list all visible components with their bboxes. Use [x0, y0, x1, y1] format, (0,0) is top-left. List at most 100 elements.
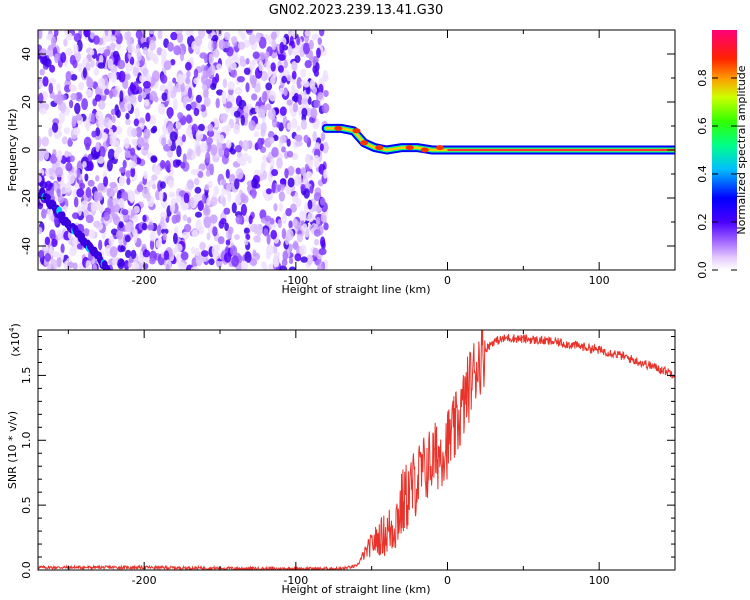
x-tick-label: 0	[444, 274, 451, 287]
spectrogram-cell	[270, 31, 277, 40]
spectrogram-cell	[110, 108, 116, 116]
spectrogram-cell	[43, 149, 50, 160]
spectrogram-cell	[190, 266, 199, 270]
spectrogram-cell	[56, 188, 61, 198]
spectrogram-cell	[314, 238, 319, 246]
spectrogram-cell	[294, 253, 302, 262]
spectrogram-cell	[261, 160, 267, 169]
spectrogram-cell	[300, 119, 307, 130]
spectrogram-cell	[42, 76, 49, 87]
spectrogram-cell	[91, 112, 96, 125]
spectrogram-cell	[143, 171, 148, 180]
spectrogram-cell	[143, 142, 150, 151]
spectrogram-cell	[39, 107, 48, 115]
snr-y-label: SNR (10 * v/v)	[6, 411, 19, 489]
spectrogram-cell	[123, 95, 130, 103]
spectrogram-cell	[157, 224, 162, 236]
spectrogram-cell	[308, 39, 314, 50]
spectrogram-cell	[190, 169, 199, 176]
spectrogram-cell	[234, 195, 242, 205]
spectrogram-cell	[107, 119, 113, 129]
spectrogram-cell	[88, 160, 94, 172]
spectrogram-cell	[297, 94, 303, 106]
spectrogram-cell	[63, 38, 68, 47]
spectrogram-cell	[134, 107, 140, 119]
spectrogram-cell	[133, 118, 140, 127]
spectrogram-cell	[249, 59, 255, 70]
spectrogram-cell	[73, 196, 79, 208]
snr-line	[38, 330, 675, 570]
spectrogram-cell	[130, 166, 136, 178]
spectrogram-cell	[124, 101, 132, 112]
spectrogram-cell	[234, 234, 240, 240]
spectrogram-cell	[262, 170, 268, 180]
spectrogram-cell	[103, 211, 110, 222]
spectrogram-cell	[319, 30, 325, 37]
spectrogram-cell	[281, 75, 287, 84]
spectrogram-cell	[53, 182, 58, 191]
spectrogram-cell	[225, 139, 232, 149]
spectrogram-cell	[151, 183, 157, 190]
spectrogram-cell	[141, 243, 147, 250]
spectrogram-cell	[38, 30, 43, 40]
spectrogram-cell	[51, 238, 58, 248]
spectrogram-cell	[185, 30, 192, 37]
spectrogram-cell	[119, 167, 126, 173]
spectrogram-cell	[96, 192, 103, 201]
spectrogram-cell	[121, 209, 129, 216]
spectrogram-cell	[175, 214, 181, 223]
spectrogram-cell	[271, 117, 278, 128]
spectrogram-cell	[83, 30, 91, 38]
spectrogram-cell	[102, 132, 108, 142]
y-tick-label: 20	[20, 95, 33, 109]
spectrogram-cell	[305, 86, 311, 95]
spectrogram-cell	[126, 35, 131, 47]
spectrogram-cell	[143, 80, 151, 89]
spectrogram-cell	[98, 146, 106, 159]
spectrogram-cell	[236, 76, 245, 83]
spectrogram-cell	[185, 77, 191, 85]
spectrogram-cell	[39, 181, 48, 189]
spectrogram-cell	[234, 178, 240, 190]
spectrogram-cell	[213, 185, 219, 196]
spectrogram-cell	[251, 93, 258, 101]
spectrogram-cell	[135, 126, 143, 138]
signal-hotspot	[334, 125, 343, 131]
signal-hotspot	[420, 147, 429, 153]
spectrogram-cell	[302, 210, 307, 222]
spectrogram-cell	[263, 228, 269, 237]
spectrogram-cell	[150, 155, 158, 163]
spectrogram-cell	[122, 159, 127, 169]
spectrogram-cell	[128, 257, 134, 264]
spectrogram-cell	[212, 226, 218, 237]
spectrogram-cell	[316, 47, 321, 59]
spectrogram-cell	[161, 137, 167, 147]
spectrogram-cell	[295, 198, 302, 208]
spectrogram-cell	[197, 200, 204, 212]
spectrogram-cell	[66, 32, 73, 41]
spectrogram-cell	[301, 98, 308, 105]
snr-x-axis: -200 -100 0 100	[67, 330, 676, 587]
spectrogram-cell	[270, 229, 278, 240]
spectrogram-cell	[252, 249, 257, 258]
spectrogram-cell	[158, 190, 164, 202]
spectrogram-cell	[323, 222, 329, 231]
colorbar-ticks: 0.0 0.2 0.4 0.6 0.8	[696, 69, 737, 279]
spectrogram-cell	[266, 60, 272, 71]
spectrogram-cell	[167, 150, 174, 158]
spectrogram-cell	[264, 194, 272, 201]
spectrogram-cell	[60, 52, 67, 63]
spectrogram-cell	[307, 199, 313, 210]
spectrogram-cell	[300, 256, 308, 263]
spectrogram-cell	[249, 258, 258, 266]
spectrogram-cell	[268, 108, 276, 120]
spectrogram-cell	[177, 73, 184, 85]
spectrogram-cell	[186, 70, 191, 78]
spectrogram-cell	[206, 197, 211, 206]
spectrogram-cell	[108, 35, 117, 43]
spectrogram-cell	[244, 251, 252, 263]
spectrogram-cell	[106, 187, 112, 197]
spectrogram-cell	[307, 212, 315, 223]
spectrogram-cell	[304, 60, 312, 69]
